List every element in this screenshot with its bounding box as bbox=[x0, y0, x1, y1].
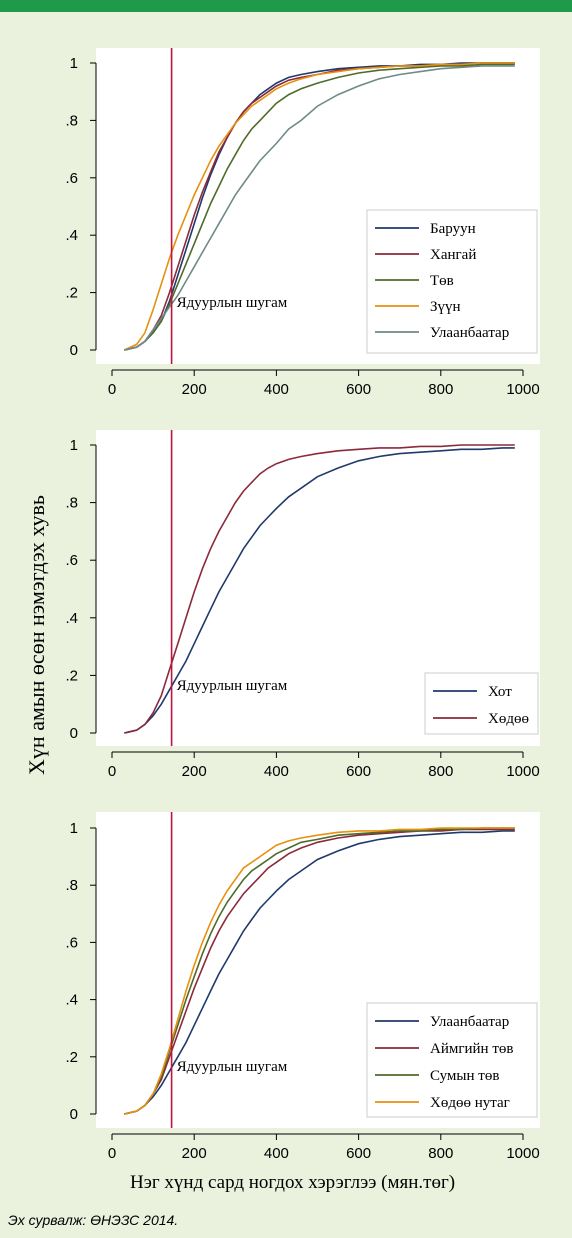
legend-label: Аймгийн төв bbox=[430, 1041, 513, 1057]
x-tick-label: 0 bbox=[108, 763, 116, 780]
y-tick-label: .6 bbox=[65, 552, 78, 569]
y-tick-label: 1 bbox=[70, 820, 78, 837]
x-tick-label: 800 bbox=[428, 1145, 453, 1162]
x-tick-label: 0 bbox=[108, 1145, 116, 1162]
legend-box bbox=[366, 1002, 538, 1118]
y-tick-label: .8 bbox=[65, 112, 78, 129]
x-tick-label: 1000 bbox=[506, 763, 539, 780]
x-tick-label: 600 bbox=[346, 1145, 371, 1162]
chart-panel-1: 0 .2 .4 .6 .8 1 0 200 400 600 800 1000 Ядуурлын шуга… bbox=[65, 48, 540, 398]
legend-label: Хөдөө нутаг bbox=[430, 1095, 510, 1111]
y-tick-label: .8 bbox=[65, 495, 78, 512]
y-tick-label: .2 bbox=[65, 285, 78, 302]
y-tick-label: .8 bbox=[65, 877, 78, 894]
x-tick-label: 1000 bbox=[506, 381, 539, 398]
top-accent-bar bbox=[0, 0, 572, 12]
legend-label: Улаанбаатар bbox=[430, 325, 509, 341]
x-tick-label: 800 bbox=[428, 763, 453, 780]
y-tick-label: 0 bbox=[70, 342, 78, 359]
legend-label: Баруун bbox=[430, 221, 476, 237]
y-tick-label: .4 bbox=[65, 610, 78, 627]
legend-label: Хот bbox=[488, 684, 512, 700]
poverty-line-label: Ядуурлын шугам bbox=[177, 678, 288, 694]
legend-box bbox=[424, 672, 539, 735]
chart-panel-3: 0 .2 .4 .6 .8 1 0 200 400 600 800 1000 Ядуурлын шуга… bbox=[65, 812, 540, 1162]
y-tick-label: .4 bbox=[65, 992, 78, 1009]
y-axis-title: Хүн амын өсөн нэмэгдэх хувь bbox=[24, 495, 49, 775]
y-tick-label: 1 bbox=[70, 437, 78, 454]
source-note: Эх сурвалж: ӨНЭЗС 2014. bbox=[8, 1212, 179, 1228]
y-tick-label: 0 bbox=[70, 725, 78, 742]
y-tick-label: .6 bbox=[65, 170, 78, 187]
x-tick-label: 1000 bbox=[506, 1145, 539, 1162]
y-tick-label: .4 bbox=[65, 227, 78, 244]
poverty-line-label: Ядуурлын шугам bbox=[177, 295, 288, 311]
x-tick-label: 800 bbox=[428, 381, 453, 398]
y-tick-label: .2 bbox=[65, 1049, 78, 1066]
x-tick-label: 200 bbox=[182, 1145, 207, 1162]
x-tick-label: 600 bbox=[346, 381, 371, 398]
legend-label: Хангай bbox=[430, 247, 476, 263]
x-axis-title: Нэг хүнд сард ногдох хэрэглээ (мян.төг) bbox=[130, 1172, 456, 1193]
x-tick-label: 600 bbox=[346, 763, 371, 780]
legend-label: Төв bbox=[430, 273, 454, 289]
x-tick-label: 200 bbox=[182, 381, 207, 398]
y-tick-label: 0 bbox=[70, 1106, 78, 1123]
y-tick-label: .6 bbox=[65, 934, 78, 951]
y-tick-label: 1 bbox=[70, 55, 78, 72]
legend-label: Зүүн bbox=[430, 299, 461, 315]
x-tick-label: 0 bbox=[108, 381, 116, 398]
poverty-line-label: Ядуурлын шугам bbox=[177, 1059, 288, 1075]
x-tick-label: 200 bbox=[182, 763, 207, 780]
x-tick-label: 400 bbox=[264, 763, 289, 780]
legend-label: Хөдөө bbox=[488, 711, 529, 727]
legend-label: Улаанбаатар bbox=[430, 1014, 509, 1030]
legend-label: Сумын төв bbox=[430, 1068, 499, 1084]
chart-panel-2: 0 .2 .4 .6 .8 1 0 200 400 600 800 1000 Ядуурлын шуга… bbox=[65, 430, 540, 780]
x-tick-label: 400 bbox=[264, 1145, 289, 1162]
legend-box bbox=[366, 209, 538, 354]
x-tick-label: 400 bbox=[264, 381, 289, 398]
y-tick-label: .2 bbox=[65, 667, 78, 684]
